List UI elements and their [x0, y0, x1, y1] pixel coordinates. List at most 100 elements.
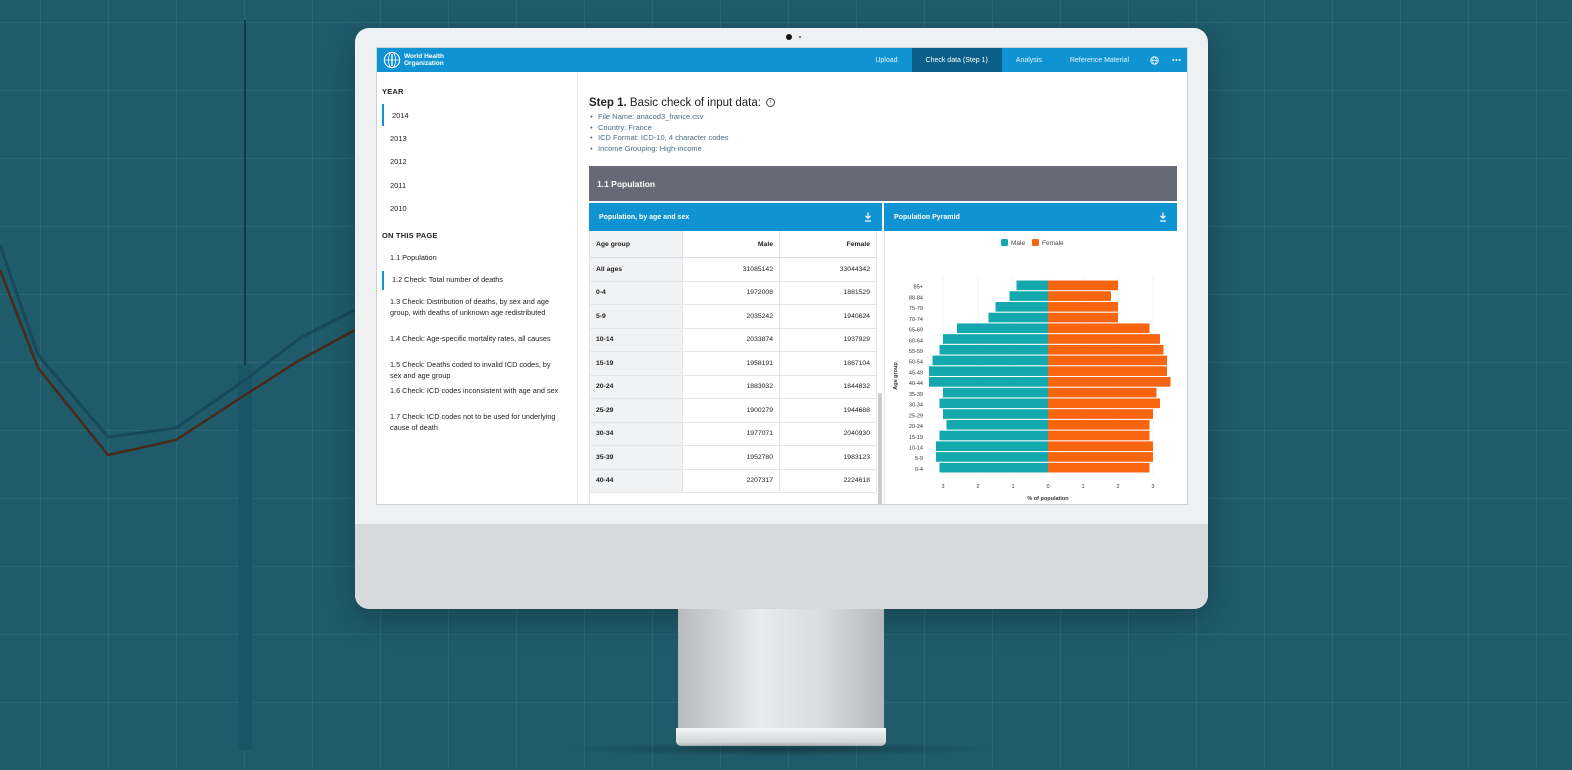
- toc-heading: ON THIS PAGE: [382, 231, 438, 240]
- cell-male: 2035242: [682, 304, 780, 329]
- cell-male: 1952780: [682, 445, 780, 470]
- monitor-shadow: [560, 742, 1000, 756]
- download-icon[interactable]: [1159, 212, 1167, 222]
- cell-female: 2224618: [779, 469, 877, 493]
- population-table: Age group Male Female All ages 31085142 33…: [590, 231, 877, 493]
- bar-male: [932, 355, 1048, 366]
- year-item-2013[interactable]: 2013: [390, 133, 407, 143]
- x-tick-label: 0: [1046, 484, 1049, 490]
- cell-age-group: 10-14: [590, 328, 683, 352]
- y-tick-label: 30-34: [909, 403, 923, 409]
- bar-male: [943, 409, 1048, 419]
- toc-item-total-deaths[interactable]: 1.2 Check: Total number of deaths: [382, 271, 562, 290]
- year-item-2010[interactable]: 2010: [390, 203, 407, 213]
- camera: [786, 34, 792, 40]
- toc-item-not-used-icd[interactable]: 1.7 Check: ICD codes not to be used for …: [390, 412, 556, 432]
- toc-item-invalid-icd[interactable]: 1.5 Check: Deaths coded to invalid ICD c…: [390, 360, 551, 380]
- table-row: 10-14 2033874 1937929: [590, 328, 877, 352]
- nav-analysis[interactable]: Analysis: [1015, 56, 1042, 64]
- cell-female: 1944688: [779, 398, 877, 423]
- year-item-2011[interactable]: 2011: [390, 180, 407, 190]
- bar-female: [1048, 312, 1118, 323]
- org-name: World Health Organization: [404, 53, 444, 67]
- cell-female: 33044342: [779, 257, 877, 282]
- x-tick-label: 3: [941, 484, 944, 490]
- bar-female: [1048, 430, 1150, 441]
- download-icon[interactable]: [864, 212, 872, 222]
- bar-female: [1048, 355, 1167, 366]
- bar-male: [936, 452, 1048, 462]
- table-panel-title: Population, by age and sex: [599, 213, 690, 221]
- main-content: Step 1. Basic check of input data: i Fil…: [589, 72, 1179, 504]
- top-navigation-bar: World Health Organization Upload Check d…: [377, 48, 1187, 72]
- cell-female: 1937929: [779, 328, 877, 352]
- bar-male: [995, 301, 1048, 312]
- step-label: Step 1.: [589, 97, 627, 109]
- toc-item-distribution-deaths[interactable]: 1.3 Check: Distribution of deaths, by se…: [390, 297, 550, 317]
- bar-male: [1016, 280, 1048, 291]
- who-logo[interactable]: World Health Organization: [383, 51, 454, 69]
- year-item-2012[interactable]: 2012: [390, 156, 407, 166]
- bar-male: [939, 462, 1048, 473]
- cell-male: 1972008: [682, 281, 780, 305]
- bar-female: [1048, 452, 1153, 462]
- globe-icon[interactable]: [1143, 48, 1165, 72]
- main-nav: Upload Check data (Step 1) Analysis Refe…: [861, 48, 1187, 72]
- table-row: 0-4 1972008 1881529: [590, 281, 877, 305]
- table-panel-header: Population, by age and sex: [589, 203, 882, 231]
- cell-male: 2207317: [682, 469, 780, 493]
- y-tick-label: 0-4: [915, 467, 923, 473]
- y-tick-label: 45-49: [909, 370, 923, 376]
- table-row: 35-39 1952780 1983123: [590, 445, 877, 470]
- chart-panel-header: Population Pyramid: [884, 203, 1177, 231]
- cell-female: 1940624: [779, 304, 877, 329]
- table-header-row: Age group Male Female: [590, 231, 877, 258]
- x-axis-label: % of population: [1027, 496, 1069, 502]
- monitor-chin: [355, 524, 1208, 609]
- bar-female: [1048, 462, 1150, 473]
- camera-sensor: [799, 36, 801, 38]
- app-screen: World Health Organization Upload Check d…: [376, 47, 1188, 505]
- bar-female: [1048, 377, 1171, 387]
- y-tick-label: 80-84: [909, 295, 923, 301]
- y-tick-label: 15-19: [909, 435, 923, 441]
- bar-female: [1048, 323, 1150, 334]
- table-row: All ages 31085142 33044342: [590, 257, 877, 282]
- cell-age-group: 15-19: [590, 351, 683, 376]
- y-tick-label: 50-54: [909, 360, 923, 366]
- sidebar: YEAR 2014 2013 2012 2011 2010 ON THIS PA…: [377, 72, 578, 504]
- table-scrollbar[interactable]: [878, 393, 882, 504]
- file-meta-list: File Name: anacod3_france.csv Country: F…: [589, 112, 728, 154]
- cell-male: 1977071: [682, 422, 780, 446]
- toc-item-mortality-rates[interactable]: 1.4 Check: Age-specific mortality rates,…: [390, 334, 551, 343]
- column-header-male[interactable]: Male: [682, 231, 780, 258]
- y-tick-label: 55-59: [909, 349, 923, 355]
- bar-female: [1048, 419, 1150, 430]
- table-row: 20-24 1883032 1844832: [590, 375, 877, 399]
- cell-age-group: 0-4: [590, 281, 683, 305]
- nav-reference-material[interactable]: Reference Material: [1069, 56, 1129, 64]
- nav-upload[interactable]: Upload: [875, 56, 898, 64]
- meta-file-name: File Name: anacod3_france.csv: [589, 112, 728, 123]
- toc-item-population[interactable]: 1.1 Population: [390, 253, 437, 262]
- column-header-female[interactable]: Female: [779, 231, 877, 258]
- nav-check-data[interactable]: Check data (Step 1): [911, 48, 1002, 72]
- bar-male: [946, 419, 1048, 430]
- info-icon[interactable]: i: [766, 98, 776, 108]
- table-row: 25-29 1900279 1944688: [590, 398, 877, 423]
- more-icon[interactable]: [1165, 48, 1187, 72]
- x-tick-label: 1: [1011, 484, 1014, 490]
- cell-male: 1883032: [682, 375, 780, 399]
- toc-item-inconsistent-icd[interactable]: 1.6 Check: ICD codes inconsistent with a…: [390, 386, 559, 395]
- cell-age-group: 5-9: [590, 304, 683, 329]
- bar-female: [1048, 398, 1160, 409]
- section-header-population: 1.1 Population: [589, 166, 1177, 201]
- y-tick-label: 5-9: [915, 456, 923, 462]
- year-item-2014[interactable]: 2014: [382, 104, 572, 126]
- cell-age-group: 25-29: [590, 398, 683, 423]
- table-row: 30-34 1977071 2040930: [590, 422, 877, 446]
- y-tick-label: 60-64: [909, 338, 923, 344]
- column-header-age-group[interactable]: Age group: [590, 231, 683, 258]
- y-tick-label: 40-44: [909, 381, 923, 387]
- table-row: 15-19 1958191 1867104: [590, 351, 877, 376]
